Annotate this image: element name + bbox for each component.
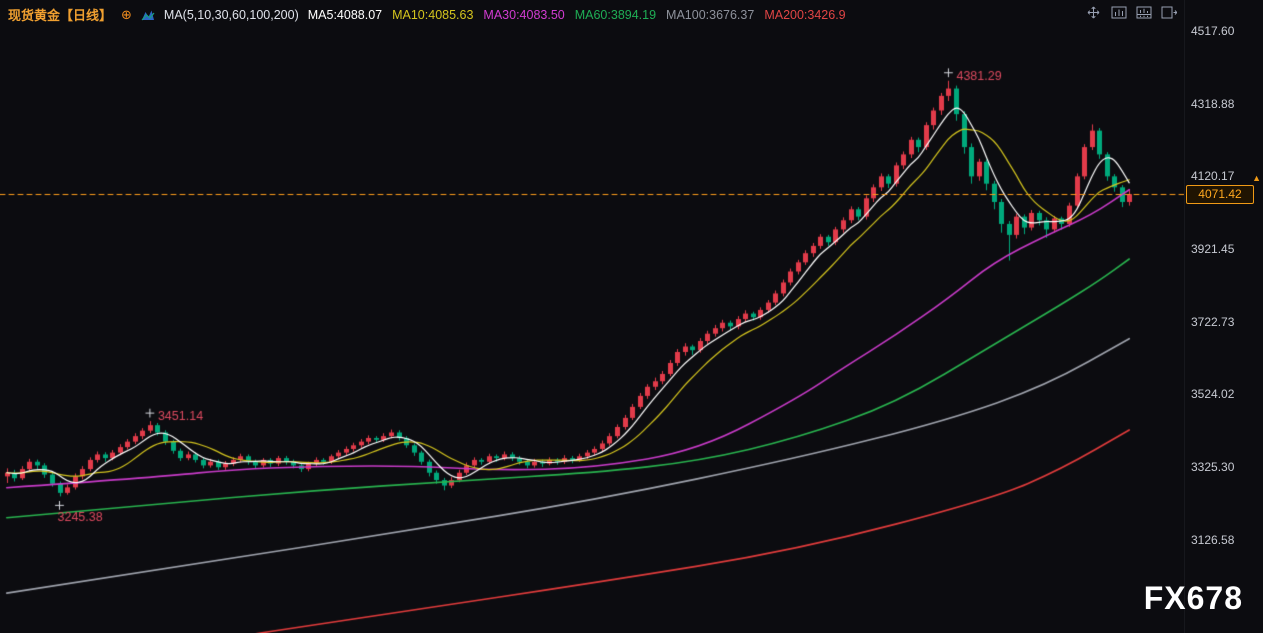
legend-item-3: MA60:3894.19 bbox=[574, 7, 657, 22]
pane-expand-icon[interactable] bbox=[1160, 5, 1177, 19]
axis-tick-7: 3126.58 bbox=[1191, 532, 1235, 547]
legend-item-5: MA200:3426.9 bbox=[764, 7, 846, 22]
axis-tick-4: 3722.73 bbox=[1191, 314, 1235, 329]
pane-bars-icon[interactable] bbox=[1110, 5, 1127, 19]
price-chart-canvas[interactable] bbox=[0, 0, 1185, 633]
chart-header: 现货黄金【日线】 ⊕ MA(5,10,30,60,100,200) MA5:40… bbox=[8, 5, 846, 24]
axis-tick-0: 4517.60 bbox=[1191, 23, 1235, 38]
ma-settings-label[interactable]: MA(5,10,30,60,100,200) bbox=[163, 7, 299, 22]
chart-toolbar bbox=[1085, 5, 1177, 19]
watermark: FX678 bbox=[1143, 580, 1243, 616]
price-up-arrow-icon: ▲ bbox=[1252, 173, 1261, 184]
last-price-tag: 4071.42 bbox=[1186, 185, 1254, 205]
axis-tick-2: 4120.17 bbox=[1191, 169, 1235, 184]
move-icon[interactable] bbox=[1085, 5, 1102, 19]
ma-legend: MA5:4088.07 MA10:4085.63 MA30:4083.50 MA60:… bbox=[308, 8, 846, 22]
axis-tick-3: 3921.45 bbox=[1191, 242, 1235, 256]
add-indicator-icon[interactable]: ⊕ bbox=[121, 7, 132, 22]
symbol-title: 现货黄金【日线】 bbox=[8, 8, 113, 23]
legend-item-1: MA10:4085.63 bbox=[392, 7, 474, 22]
legend-item-0: MA5:4088.07 bbox=[307, 7, 383, 22]
pane-split-icon[interactable] bbox=[1135, 5, 1152, 19]
legend-item-2: MA30:4083.50 bbox=[483, 7, 565, 22]
price-axis[interactable]: 4071.42 ▲ 4517.60 4318.88 4120.17 3921.45 37… bbox=[1184, 0, 1263, 633]
axis-tick-6: 3325.30 bbox=[1191, 460, 1235, 475]
legend-item-4: MA100:3676.37 bbox=[666, 7, 755, 22]
chart-type-icon[interactable] bbox=[141, 9, 155, 21]
axis-tick-5: 3524.02 bbox=[1191, 387, 1235, 402]
axis-tick-1: 4318.88 bbox=[1191, 96, 1235, 111]
